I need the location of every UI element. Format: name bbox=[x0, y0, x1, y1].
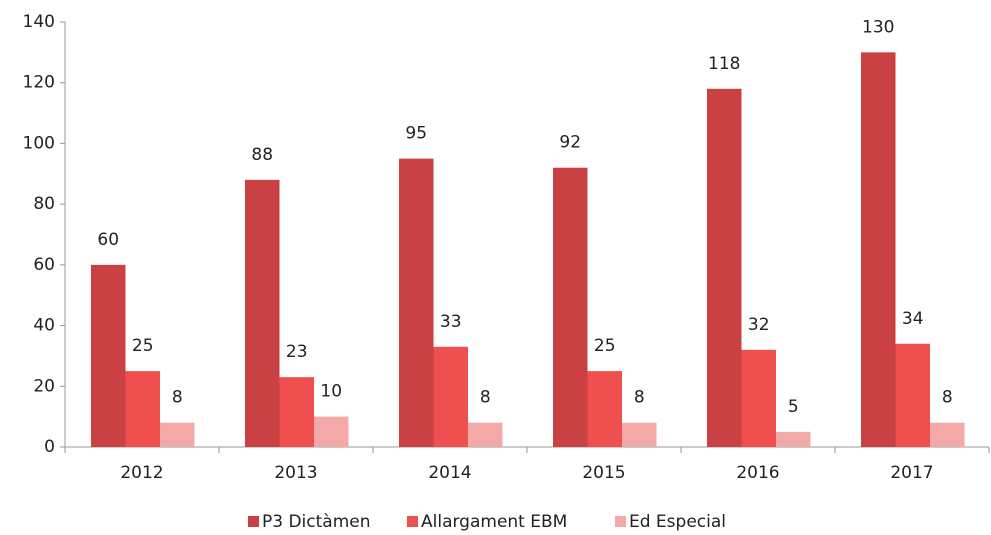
data-label: 8 bbox=[942, 388, 953, 408]
y-tick-label: 80 bbox=[33, 194, 55, 214]
data-label: 8 bbox=[172, 388, 183, 408]
data-label: 10 bbox=[320, 382, 342, 402]
bar bbox=[895, 343, 930, 447]
bar bbox=[741, 349, 776, 447]
y-tick-label: 0 bbox=[44, 437, 55, 457]
data-label: 25 bbox=[132, 336, 154, 356]
data-label: 92 bbox=[559, 133, 581, 153]
x-tick-label: 2015 bbox=[582, 463, 625, 483]
data-label: 118 bbox=[708, 54, 740, 74]
x-tick-label: 2017 bbox=[890, 463, 933, 483]
legend-label: Ed Especial bbox=[629, 512, 726, 532]
bar bbox=[91, 264, 126, 447]
data-label: 88 bbox=[251, 145, 273, 165]
bar bbox=[553, 167, 588, 447]
x-tick-label: 2016 bbox=[736, 463, 779, 483]
data-label: 8 bbox=[480, 388, 491, 408]
legend-swatch bbox=[615, 516, 626, 527]
bar bbox=[861, 52, 896, 447]
y-tick-label: 120 bbox=[23, 73, 55, 93]
bar bbox=[707, 88, 742, 448]
bar bbox=[468, 422, 503, 447]
data-label: 5 bbox=[788, 397, 799, 417]
bar bbox=[399, 158, 434, 447]
x-tick-label: 2014 bbox=[428, 463, 471, 483]
data-label: 34 bbox=[902, 309, 924, 329]
data-label: 8 bbox=[634, 388, 645, 408]
data-label: 95 bbox=[405, 124, 427, 144]
data-label: 60 bbox=[97, 230, 119, 250]
y-tick-label: 40 bbox=[33, 316, 55, 336]
bar bbox=[433, 346, 468, 447]
y-tick-label: 140 bbox=[23, 12, 55, 32]
y-tick-label: 20 bbox=[33, 376, 55, 396]
data-label: 130 bbox=[862, 17, 894, 37]
bar bbox=[930, 422, 965, 447]
data-label: 23 bbox=[286, 342, 308, 362]
x-tick-label: 2013 bbox=[274, 463, 317, 483]
y-tick-label: 100 bbox=[23, 133, 55, 153]
bar bbox=[245, 179, 280, 447]
legend-label: Allargament EBM bbox=[421, 512, 567, 532]
legend-label: P3 Dictàmen bbox=[262, 512, 371, 532]
x-tick-label: 2012 bbox=[120, 463, 163, 483]
bar bbox=[160, 422, 195, 447]
legend-swatch bbox=[407, 516, 418, 527]
bar bbox=[622, 422, 657, 447]
bar bbox=[279, 377, 314, 447]
bar bbox=[587, 371, 622, 447]
bar bbox=[776, 431, 811, 447]
legend-swatch bbox=[248, 516, 259, 527]
bar bbox=[125, 371, 160, 447]
data-label: 33 bbox=[440, 312, 462, 332]
y-tick-label: 60 bbox=[33, 255, 55, 275]
data-label: 25 bbox=[594, 336, 616, 356]
bar bbox=[314, 416, 349, 447]
data-label: 32 bbox=[748, 315, 770, 335]
